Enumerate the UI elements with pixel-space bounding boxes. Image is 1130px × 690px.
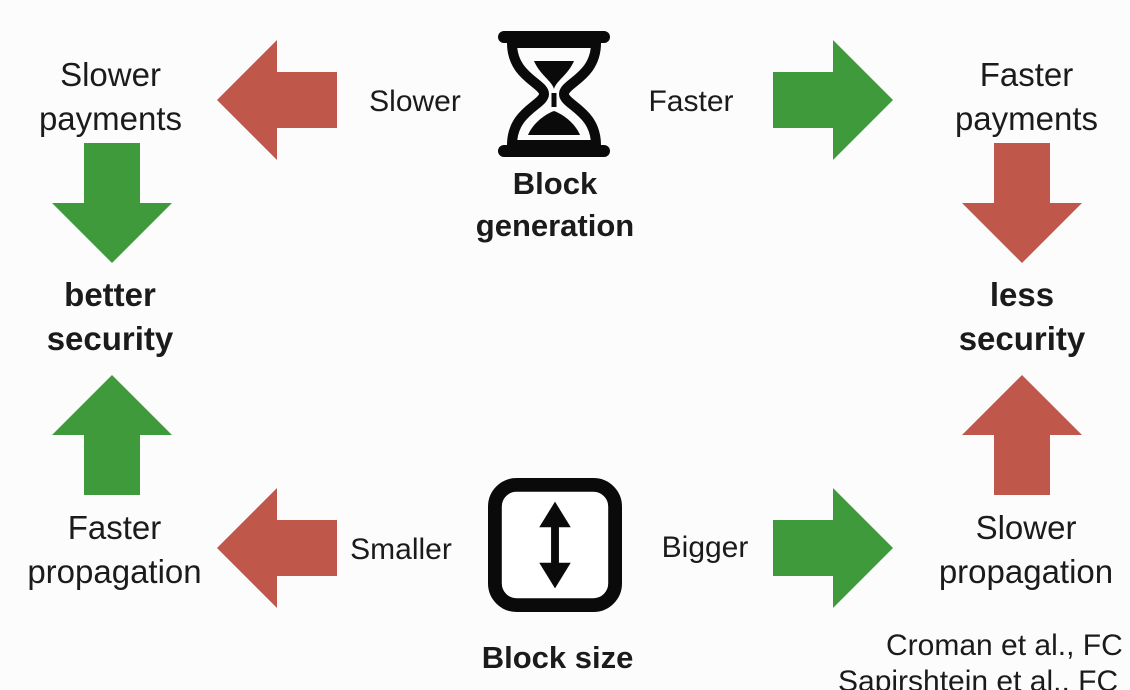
edge-label-slower: Slower	[369, 85, 461, 118]
citation-2: Sapirshtein et al., FC	[838, 665, 1119, 690]
slower-payments-line2: payments	[38, 100, 183, 137]
arrow-top-right	[773, 40, 893, 160]
citation-1: Croman et al., FC	[886, 629, 1123, 662]
slower-propagation-line2: propagation	[938, 553, 1114, 590]
arrow-bottom-left	[217, 488, 337, 608]
better-security-line2: security	[46, 320, 174, 357]
arrow-right-upper	[962, 143, 1082, 263]
faster-propagation-label: Faster propagation	[12, 506, 217, 594]
slower-payments-label: Slower payments	[18, 53, 203, 141]
arrow-top-left	[217, 40, 337, 160]
faster-payments-label: Faster payments	[934, 53, 1119, 141]
arrow-left-lower	[52, 375, 172, 495]
faster-propagation-line1: Faster	[67, 509, 162, 546]
vertical-resize-icon	[488, 478, 622, 612]
slower-propagation-line1: Slower	[975, 509, 1077, 546]
edge-label-faster: Faster	[648, 85, 734, 118]
slower-propagation-label: Slower propagation	[922, 506, 1130, 594]
better-security-line1: better	[64, 276, 156, 313]
slower-payments-line1: Slower	[60, 56, 161, 93]
better-security-label: better security	[20, 273, 200, 361]
faster-payments-line1: Faster	[979, 56, 1074, 93]
less-security-line1: less	[989, 276, 1055, 313]
block-size-label: Block size	[481, 640, 634, 675]
block-generation-line1: Block	[512, 166, 598, 201]
edge-label-bigger: Bigger	[661, 531, 749, 564]
edge-label-smaller: Smaller	[350, 533, 452, 566]
block-generation-label: Block generation	[440, 163, 670, 247]
faster-payments-line2: payments	[954, 100, 1099, 137]
less-security-label: less security	[932, 273, 1112, 361]
arrow-bottom-right	[773, 488, 893, 608]
arrow-left-upper	[52, 143, 172, 263]
less-security-line2: security	[958, 320, 1086, 357]
arrow-right-lower	[962, 375, 1082, 495]
block-generation-line2: generation	[475, 208, 635, 243]
hourglass-icon	[498, 31, 610, 157]
faster-propagation-line2: propagation	[27, 553, 202, 590]
